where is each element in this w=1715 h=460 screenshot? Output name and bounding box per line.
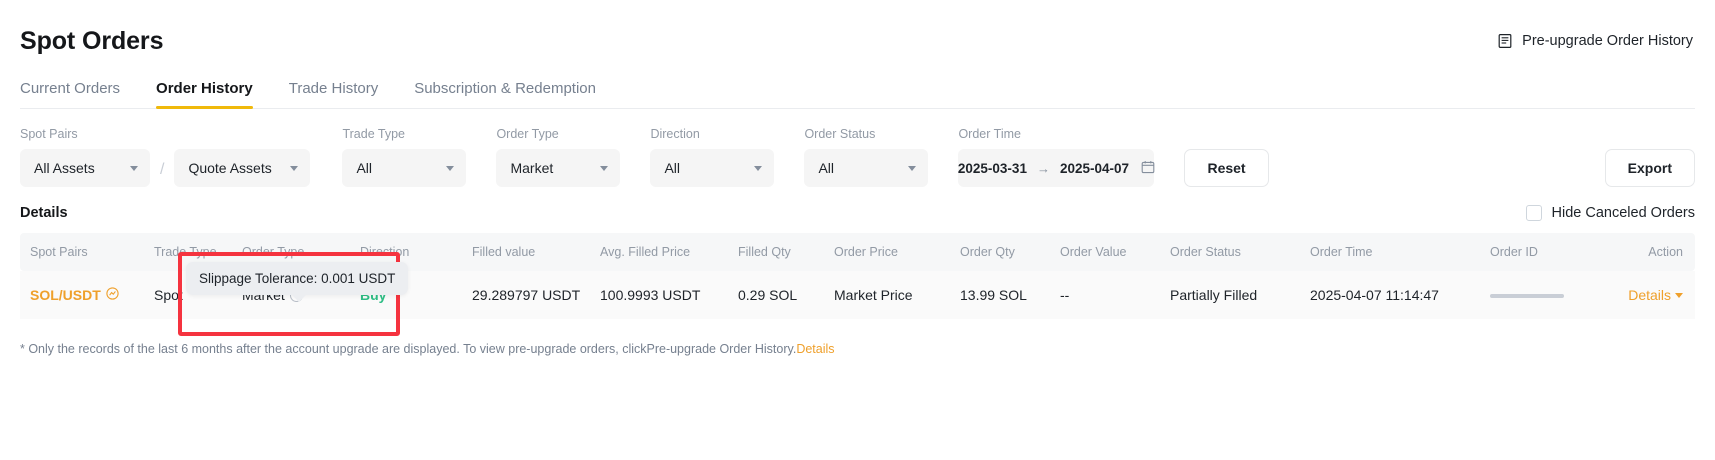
cell-order-id [1484, 271, 1594, 319]
spot-pairs-separator: / [160, 161, 165, 178]
filter-bar: Spot Pairs All Assets / Quote Assets Tra… [20, 109, 1695, 187]
chevron-down-icon [1675, 292, 1683, 298]
tab-current-orders[interactable]: Current Orders [20, 80, 121, 97]
col-spot-pairs[interactable]: Spot Pairs [20, 233, 148, 271]
chevron-down-icon [130, 165, 138, 171]
calendar-icon[interactable] [1141, 160, 1155, 177]
filter-order-type: Order Type Market [496, 126, 621, 187]
chevron-down-icon [600, 165, 609, 171]
cell-avg-filled-price: 100.9993 USDT [600, 287, 701, 303]
reset-button-wrap: Reset [1184, 128, 1269, 187]
date-range-arrow-icon: → [1036, 160, 1050, 176]
order-id-redacted-bar [1490, 294, 1564, 299]
quote-assets-select[interactable]: Quote Assets [174, 149, 311, 187]
slippage-tolerance-tooltip: Slippage Tolerance: 0.001 USDT [186, 262, 409, 302]
filter-order-time: Order Time 2025-03-31 → 2025-04-07 [957, 126, 1155, 187]
col-order-id[interactable]: Order ID [1484, 233, 1594, 271]
footnote-text: * Only the records of the last 6 months … [20, 342, 797, 356]
chevron-down-icon [290, 165, 299, 171]
order-status-value: All [818, 160, 835, 176]
pre-upgrade-label: Pre-upgrade Order History [1522, 33, 1693, 49]
quote-assets-value: Quote Assets [188, 160, 272, 176]
chevron-down-icon [754, 165, 763, 171]
cell-order-value: -- [1060, 287, 1070, 303]
cell-trade-type: Spot [154, 287, 183, 303]
filter-trade-type: Trade Type All [342, 126, 467, 187]
order-time-end[interactable]: 2025-04-07 [1059, 160, 1130, 176]
filter-label-spot-pairs: Spot Pairs [20, 126, 78, 141]
tab-order-history[interactable]: Order History [156, 80, 253, 109]
col-order-qty[interactable]: Order Qty [954, 233, 1054, 271]
page-title: Spot Orders [20, 26, 164, 55]
cell-filled-qty: 0.29 SOL [738, 287, 798, 303]
export-button-wrap: Export [1604, 128, 1695, 187]
chart-info-icon[interactable] [106, 287, 119, 303]
col-avg-filled-price[interactable]: Avg. Filled Price [594, 233, 732, 271]
filter-label-trade-type: Trade Type [342, 126, 405, 141]
cell-filled-value: 29.289797 USDT [472, 287, 581, 303]
export-button[interactable]: Export [1604, 149, 1695, 187]
document-list-icon [1497, 33, 1513, 49]
filter-label-order-time: Order Time [958, 126, 1021, 141]
footnote-details-link[interactable]: Details [796, 342, 835, 356]
cell-order-price: Market Price [834, 287, 913, 303]
chevron-down-icon [908, 165, 917, 171]
spot-pairs-base-value: All Assets [34, 160, 95, 176]
col-action[interactable]: Action [1594, 233, 1695, 271]
hide-canceled-label: Hide Canceled Orders [1551, 205, 1695, 221]
cell-action: Details [1594, 271, 1695, 319]
filter-label-order-type: Order Type [496, 126, 559, 141]
cell-order-status: Partially Filled [1170, 287, 1258, 303]
details-bar: Details Hide Canceled Orders [20, 193, 1695, 233]
filter-label-order-status: Order Status [804, 126, 876, 141]
col-order-price[interactable]: Order Price [828, 233, 954, 271]
filter-label-direction: Direction [650, 126, 700, 141]
col-filled-qty[interactable]: Filled Qty [732, 233, 828, 271]
trade-type-select[interactable]: All [342, 149, 467, 187]
reset-button[interactable]: Reset [1184, 149, 1269, 187]
order-type-select[interactable]: Market [496, 149, 621, 187]
col-order-time[interactable]: Order Time [1304, 233, 1484, 271]
page-header: Spot Orders Pre-upgrade Order History [20, 0, 1695, 68]
chevron-down-icon [446, 165, 455, 171]
tab-bar: Current Orders Order History Trade Histo… [20, 68, 1695, 109]
col-order-status[interactable]: Order Status [1164, 233, 1304, 271]
cell-order-qty: 13.99 SOL [960, 287, 1027, 303]
hide-canceled-orders-toggle[interactable]: Hide Canceled Orders [1525, 205, 1695, 221]
filter-spot-pairs: Spot Pairs All Assets [20, 126, 150, 187]
cell-order-time: 2025-04-07 11:14:47 [1310, 287, 1439, 303]
pre-upgrade-order-history-link[interactable]: Pre-upgrade Order History [1497, 33, 1695, 49]
filter-quote-assets: Quote Assets [174, 128, 311, 187]
trade-type-value: All [356, 160, 373, 176]
col-filled-value[interactable]: Filled value [466, 233, 594, 271]
reset-label-spacer [1184, 128, 1268, 141]
row-details-button[interactable]: Details [1628, 287, 1683, 303]
tab-subscription-redemption[interactable]: Subscription & Redemption [414, 80, 596, 97]
filter-order-status: Order Status All [804, 126, 929, 187]
spot-pair-link[interactable]: SOL/USDT [30, 287, 119, 303]
direction-select[interactable]: All [650, 149, 775, 187]
filter-label-quote-assets-spacer [174, 128, 310, 141]
cell-spot-pair: SOL/USDT [20, 271, 148, 319]
hide-canceled-checkbox[interactable] [1525, 205, 1542, 221]
tab-trade-history[interactable]: Trade History [288, 80, 379, 97]
col-order-value[interactable]: Order Value [1054, 233, 1164, 271]
export-label-spacer [1605, 128, 1695, 141]
order-time-range-picker[interactable]: 2025-03-31 → 2025-04-07 [957, 149, 1155, 187]
spot-pair-label: SOL/USDT [30, 287, 101, 303]
order-time-start[interactable]: 2025-03-31 [957, 160, 1027, 176]
spot-pairs-base-select[interactable]: All Assets [20, 149, 150, 187]
details-title: Details [20, 205, 68, 221]
direction-value: All [664, 160, 681, 176]
order-type-value: Market [510, 160, 554, 176]
filter-direction: Direction All [650, 126, 775, 187]
footnote: * Only the records of the last 6 months … [20, 341, 1695, 359]
order-status-select[interactable]: All [804, 149, 929, 187]
row-details-label: Details [1628, 287, 1671, 303]
